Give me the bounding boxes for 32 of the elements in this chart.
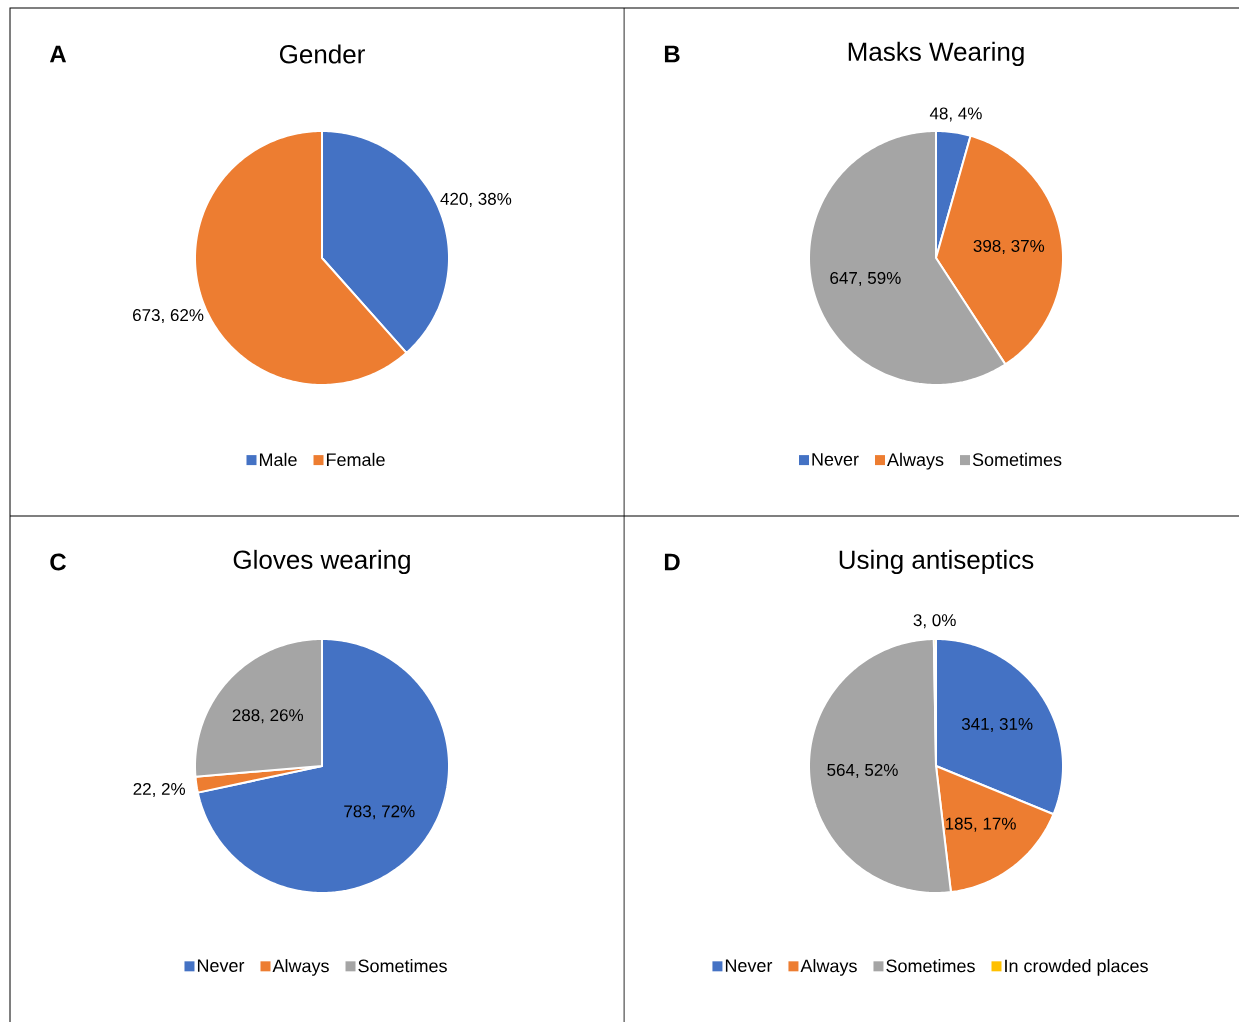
legend-label: In crowded places xyxy=(1005,959,1148,976)
legend-label: Always xyxy=(272,959,329,976)
text: C xyxy=(50,553,67,571)
data-label: 288, 26% xyxy=(232,709,304,724)
data-label: 783, 72% xyxy=(344,805,415,820)
data-label: 564, 52% xyxy=(827,763,898,778)
data-label: 398, 37% xyxy=(973,239,1045,254)
legend-label: Always xyxy=(800,959,857,976)
legend-label: Never xyxy=(812,453,859,466)
data-label: 673, 62% xyxy=(133,309,204,324)
legend-label: Always xyxy=(887,452,944,470)
legend-label: Sometimes xyxy=(886,959,975,973)
data-label: 341, 31% xyxy=(961,717,1033,732)
data-label: 420, 38% xyxy=(440,192,512,207)
legend-label: Male xyxy=(259,452,297,467)
data-label: 647, 59% xyxy=(830,271,901,286)
legend-label: Sometimes xyxy=(972,452,1062,467)
data-label: 185, 17% xyxy=(945,817,1016,832)
data-label: 3, 0% xyxy=(913,614,956,629)
chart-title: Gender xyxy=(279,44,365,64)
legend-label: Sometimes xyxy=(358,959,447,973)
legend-label: Never xyxy=(197,959,245,972)
text: B xyxy=(664,45,680,63)
chart-title: Gloves wearing xyxy=(233,549,410,575)
text: A xyxy=(49,45,67,63)
text: D xyxy=(664,553,680,571)
chart-title: Using antiseptics xyxy=(839,549,1034,575)
legend-label: Never xyxy=(725,959,773,972)
legend-label: Female xyxy=(326,452,385,467)
chart-title: Masks Wearing xyxy=(848,41,1024,67)
data-label: 48, 4% xyxy=(929,107,982,122)
data-label: 22, 2% xyxy=(133,782,186,798)
